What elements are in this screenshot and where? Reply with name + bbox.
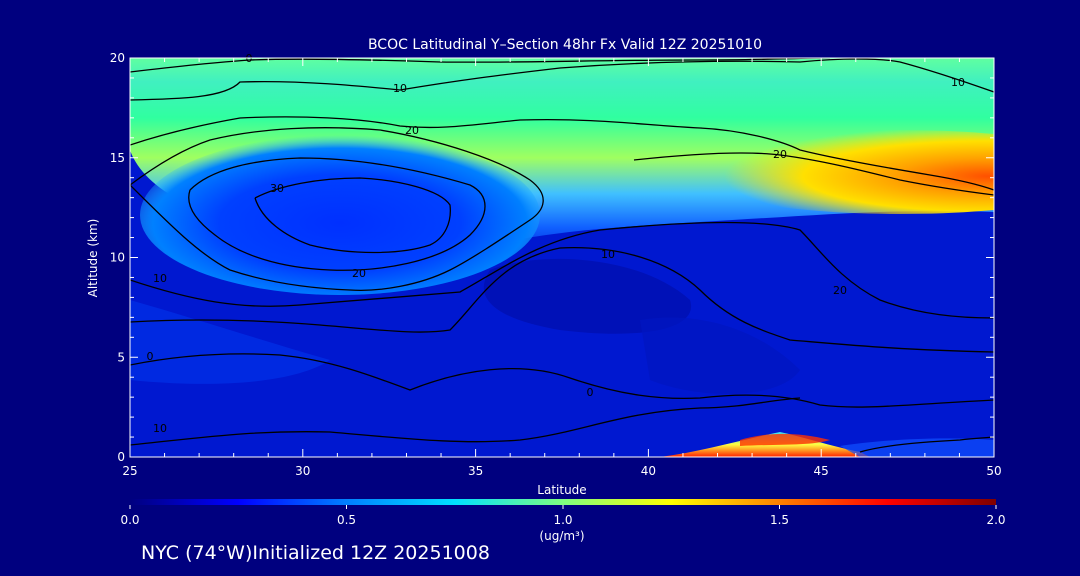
y-tick-label: 0 bbox=[117, 450, 125, 464]
contour-line bbox=[130, 397, 801, 446]
contour-label: 20 bbox=[833, 284, 847, 297]
x-tick-label: 25 bbox=[122, 464, 137, 478]
contour-line bbox=[130, 353, 994, 408]
contour-line bbox=[130, 58, 994, 101]
colorbar-tick-label: 0.0 bbox=[120, 513, 139, 527]
contour-label: 20 bbox=[352, 267, 366, 280]
contour-label: 10 bbox=[393, 82, 407, 95]
y-tick-label: 10 bbox=[110, 251, 125, 265]
colorbar-tick-label: 1.0 bbox=[553, 513, 572, 527]
field-surface-plume-core bbox=[740, 433, 830, 446]
field-hotspot bbox=[680, 130, 994, 214]
contour-label: 0 bbox=[147, 350, 154, 363]
y-tick-label: 20 bbox=[110, 51, 125, 65]
x-tick-label: 50 bbox=[986, 464, 1001, 478]
contour-label: 10 bbox=[601, 248, 615, 261]
colorbar-tick-label: 0.5 bbox=[337, 513, 356, 527]
contour-line bbox=[130, 58, 831, 73]
x-tick-label: 30 bbox=[295, 464, 310, 478]
contour-label: 20 bbox=[773, 148, 787, 161]
contour-label: 0 bbox=[587, 386, 594, 399]
plot-area bbox=[130, 58, 994, 457]
contour-line bbox=[130, 247, 994, 353]
field-surface-tail bbox=[840, 438, 994, 457]
contour-label: 30 bbox=[270, 182, 284, 195]
contour-line bbox=[859, 436, 994, 453]
colorbar-tick-label: 2.0 bbox=[986, 513, 1005, 527]
x-tick-label: 45 bbox=[814, 464, 829, 478]
colorbar-units: (ug/m³) bbox=[539, 529, 584, 543]
x-axis: 25 30 35 40 45 50 bbox=[122, 58, 1002, 478]
field-dark-patch bbox=[640, 317, 800, 394]
footer-caption: NYC (74°W)Initialized 12Z 20251008 bbox=[141, 542, 490, 564]
contour-label: 10 bbox=[153, 272, 167, 285]
contour-label: 10 bbox=[951, 76, 965, 89]
colorbar-ticks: 0.0 0.5 1.0 1.5 2.0 bbox=[120, 505, 1006, 527]
field-light-patch bbox=[130, 300, 330, 384]
y-axis: 0 5 10 15 20 bbox=[110, 51, 994, 464]
y-tick-label: 15 bbox=[110, 151, 125, 165]
field-dark-patch bbox=[483, 258, 692, 334]
contour-line bbox=[254, 177, 451, 254]
x-axis-label: Latitude bbox=[537, 483, 586, 497]
contour-line bbox=[130, 221, 994, 319]
colorbar-tick-label: 1.5 bbox=[770, 513, 789, 527]
contour-line bbox=[633, 152, 994, 196]
field-low-pocket bbox=[140, 135, 540, 295]
contour-line bbox=[130, 127, 544, 291]
x-tick-label: 35 bbox=[468, 464, 483, 478]
y-tick-label: 5 bbox=[117, 350, 125, 364]
y-axis-label: Altitude (km) bbox=[86, 219, 100, 298]
contour-label: 20 bbox=[405, 124, 419, 137]
contour-line bbox=[130, 116, 994, 191]
colorbar bbox=[130, 499, 996, 505]
chart-title: BCOC Latitudinal Y–Section 48hr Fx Valid… bbox=[368, 37, 762, 53]
x-tick-label: 40 bbox=[641, 464, 656, 478]
contour-line bbox=[188, 157, 486, 271]
contour-label: 10 bbox=[153, 422, 167, 435]
